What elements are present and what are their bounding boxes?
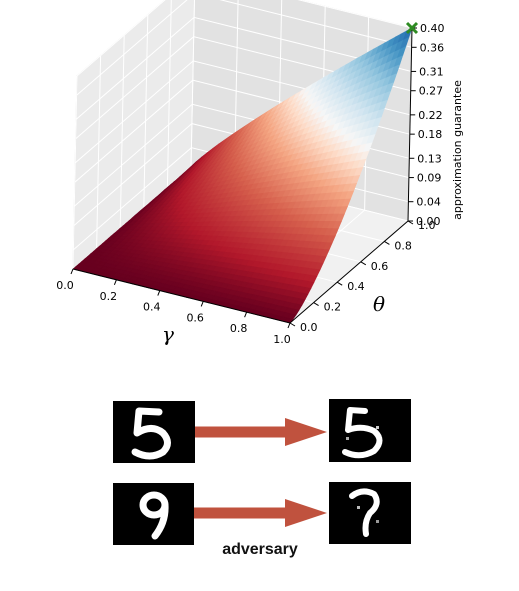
x-axis-ticks: 0.0 0.2 0.4 0.6 0.8 1.0 (56, 268, 291, 346)
z-tick-label: 0.31 (419, 65, 444, 78)
max-point-marker (405, 21, 419, 35)
x-tick-mark (200, 301, 204, 307)
x-axis-label: γ (162, 322, 174, 346)
z-axis-line (407, 27, 413, 222)
arrow-top (195, 418, 327, 446)
y-tick-label: 0.8 (394, 239, 412, 252)
original-digit-9-image (113, 483, 194, 545)
y-tick-mark (289, 322, 296, 327)
z-grid-line (76, 0, 412, 96)
y-tick-label: 0.0 (300, 321, 318, 334)
x-tick-mark (113, 279, 117, 285)
z-tick-label: 0.18 (418, 128, 443, 141)
z-axis-ticks: 0.00 0.04 0.09 0.13 0.18 0.22 0.27 0.31 0.36 0.40 (408, 22, 445, 228)
x-tick-mark (244, 312, 248, 318)
y-tick-mark (313, 302, 319, 307)
x-axis-line (72, 268, 291, 324)
adversarial-digit-7-image (329, 482, 411, 544)
y-tick-mark (336, 281, 343, 286)
max-marker-stroke (405, 21, 419, 35)
z-tick-label: 0.27 (419, 85, 444, 98)
x-tick-label: 0.8 (230, 322, 248, 335)
z-grid-line (76, 0, 413, 77)
y-tick-label: 1.0 (418, 219, 436, 232)
z-tick-label: 0.22 (418, 109, 443, 122)
arrow-top-head (285, 418, 327, 446)
x-tick-label: 0.4 (143, 301, 161, 314)
y-axis-label: θ (373, 292, 385, 316)
x-tick-mark (287, 322, 291, 329)
adversary-caption: adversary (222, 541, 298, 558)
arrow-bottom (194, 499, 327, 527)
arrow-bottom-head (285, 499, 327, 527)
adversarial-digit-5-image (329, 399, 411, 462)
y-axis-line (289, 220, 409, 324)
x-tick-mark (157, 290, 161, 296)
z-axis-label: approximation guarantee (451, 80, 464, 220)
y-tick-mark (360, 261, 367, 266)
surface (72, 27, 413, 324)
y-axis-ticks: 0.0 0.2 0.4 0.6 0.8 1.0 (289, 219, 436, 334)
y-tick-label: 0.4 (347, 280, 365, 293)
x-tick-mark (70, 268, 74, 275)
surface-plot: 0.0 0.2 0.4 0.6 0.8 1.0 0.0 0.2 0.4 0.6 0.8 1.0 0.… (56, 0, 464, 346)
z-tick-label: 0.13 (417, 152, 442, 165)
x-tick-label: 0.6 (186, 311, 204, 324)
x-tick-label: 0.2 (100, 290, 118, 303)
x-tick-label: 1.0 (273, 333, 291, 346)
z-grid-line (75, 16, 412, 120)
axis-lines (72, 27, 413, 324)
y-tick-label: 0.6 (371, 260, 389, 273)
z-tick-label: 0.04 (416, 196, 441, 209)
x-tick-label: 0.0 (56, 279, 74, 292)
z-tick-label: 0.00 (416, 215, 441, 228)
z-tick-label: 0.36 (420, 41, 445, 54)
z-tick-label: 0.09 (417, 172, 442, 185)
y-tick-label: 0.2 (324, 301, 342, 314)
original-digit-5-image (113, 401, 195, 463)
y-tick-mark (384, 240, 390, 245)
z-tick-label: 0.40 (420, 22, 445, 35)
